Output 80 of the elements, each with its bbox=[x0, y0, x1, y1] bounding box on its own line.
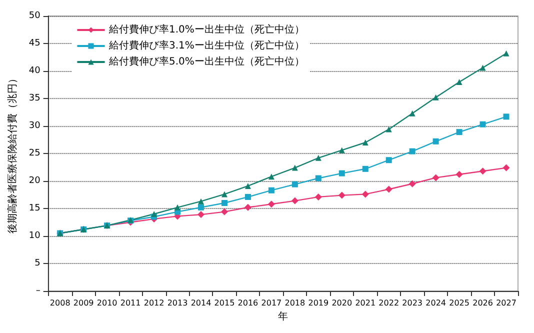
x-tick-label: 2014 bbox=[190, 298, 212, 308]
point bbox=[268, 187, 274, 194]
point bbox=[174, 204, 181, 210]
x-tick-label: 2025 bbox=[449, 298, 470, 308]
x-tick-label: 2009 bbox=[73, 298, 94, 308]
point bbox=[432, 174, 440, 182]
y-tick-label: 5 bbox=[34, 258, 40, 268]
y-tick-label: 40 bbox=[28, 66, 41, 76]
point bbox=[408, 180, 416, 188]
point bbox=[220, 208, 228, 216]
point bbox=[292, 181, 298, 188]
x-tick-label: 2015 bbox=[214, 298, 235, 308]
y-tick-label: 10 bbox=[28, 231, 41, 241]
x-tick-label: 2026 bbox=[472, 298, 493, 308]
point bbox=[221, 191, 228, 198]
x-tick-label: 2016 bbox=[238, 298, 258, 308]
x-tick-label: 2011 bbox=[120, 298, 141, 308]
point bbox=[314, 193, 322, 200]
y-tick-label: – bbox=[36, 286, 41, 296]
point bbox=[503, 114, 510, 120]
legend-label: 給付費伸び率3.1%ー出生中位（死亡中位） bbox=[108, 40, 304, 52]
y-tick-label: 50 bbox=[28, 11, 41, 21]
x-tick-label: 2019 bbox=[308, 298, 329, 308]
point bbox=[244, 204, 252, 211]
point bbox=[385, 186, 392, 193]
point bbox=[480, 121, 486, 128]
x-tick-label: 2027 bbox=[496, 298, 516, 308]
x-tick-label: 2018 bbox=[284, 298, 306, 308]
point bbox=[456, 79, 462, 85]
point bbox=[432, 138, 439, 144]
point bbox=[268, 200, 275, 208]
x-tick-label: 2022 bbox=[378, 298, 400, 308]
point bbox=[338, 147, 345, 154]
point bbox=[502, 164, 510, 172]
y-tick-label: 15 bbox=[28, 204, 40, 214]
point bbox=[409, 110, 416, 116]
x-tick-label: 2012 bbox=[144, 298, 164, 308]
point bbox=[409, 148, 416, 154]
point bbox=[244, 182, 251, 189]
point bbox=[151, 211, 158, 217]
point bbox=[503, 50, 510, 56]
y-tick-label: 30 bbox=[28, 121, 41, 131]
point bbox=[432, 94, 439, 100]
point bbox=[456, 170, 463, 178]
legend-label: 給付費伸び率1.0%ー出生中位（死亡中位） bbox=[108, 24, 304, 36]
x-tick-label: 2008 bbox=[50, 298, 70, 308]
point bbox=[244, 194, 251, 200]
y-tick-label: 35 bbox=[28, 94, 40, 104]
point bbox=[291, 197, 298, 204]
point bbox=[362, 190, 369, 198]
point bbox=[198, 204, 204, 210]
point bbox=[386, 126, 392, 132]
point bbox=[480, 64, 486, 71]
point bbox=[315, 175, 322, 182]
x-axis-title: 年 bbox=[278, 310, 288, 322]
x-tick-label: 2023 bbox=[402, 298, 423, 308]
point bbox=[338, 192, 346, 199]
x-tick-label: 2017 bbox=[261, 298, 282, 308]
point bbox=[198, 198, 204, 204]
x-tick-label: 2010 bbox=[96, 298, 118, 308]
point bbox=[197, 211, 204, 218]
y-tick-label: 20 bbox=[28, 176, 41, 186]
x-tick-label: 2020 bbox=[332, 298, 352, 308]
point bbox=[292, 164, 298, 171]
x-tick-label: 2021 bbox=[355, 298, 376, 308]
point bbox=[362, 166, 368, 172]
point bbox=[386, 157, 392, 164]
y-tick-label: 45 bbox=[28, 38, 40, 48]
point bbox=[362, 140, 368, 146]
point bbox=[268, 174, 274, 180]
point bbox=[315, 154, 322, 161]
point bbox=[479, 168, 486, 175]
point bbox=[456, 129, 462, 136]
x-tick-label: 2013 bbox=[167, 298, 188, 308]
point bbox=[338, 170, 345, 176]
point bbox=[221, 200, 228, 206]
x-tick-label: 2024 bbox=[426, 298, 446, 308]
y-axis-title: 後期高齢者医療保険給付費（兆円） bbox=[6, 74, 18, 234]
legend-label: 給付費伸び率5.0%ー出生中位（死亡中位） bbox=[108, 56, 304, 68]
y-tick-label: 25 bbox=[28, 148, 40, 158]
